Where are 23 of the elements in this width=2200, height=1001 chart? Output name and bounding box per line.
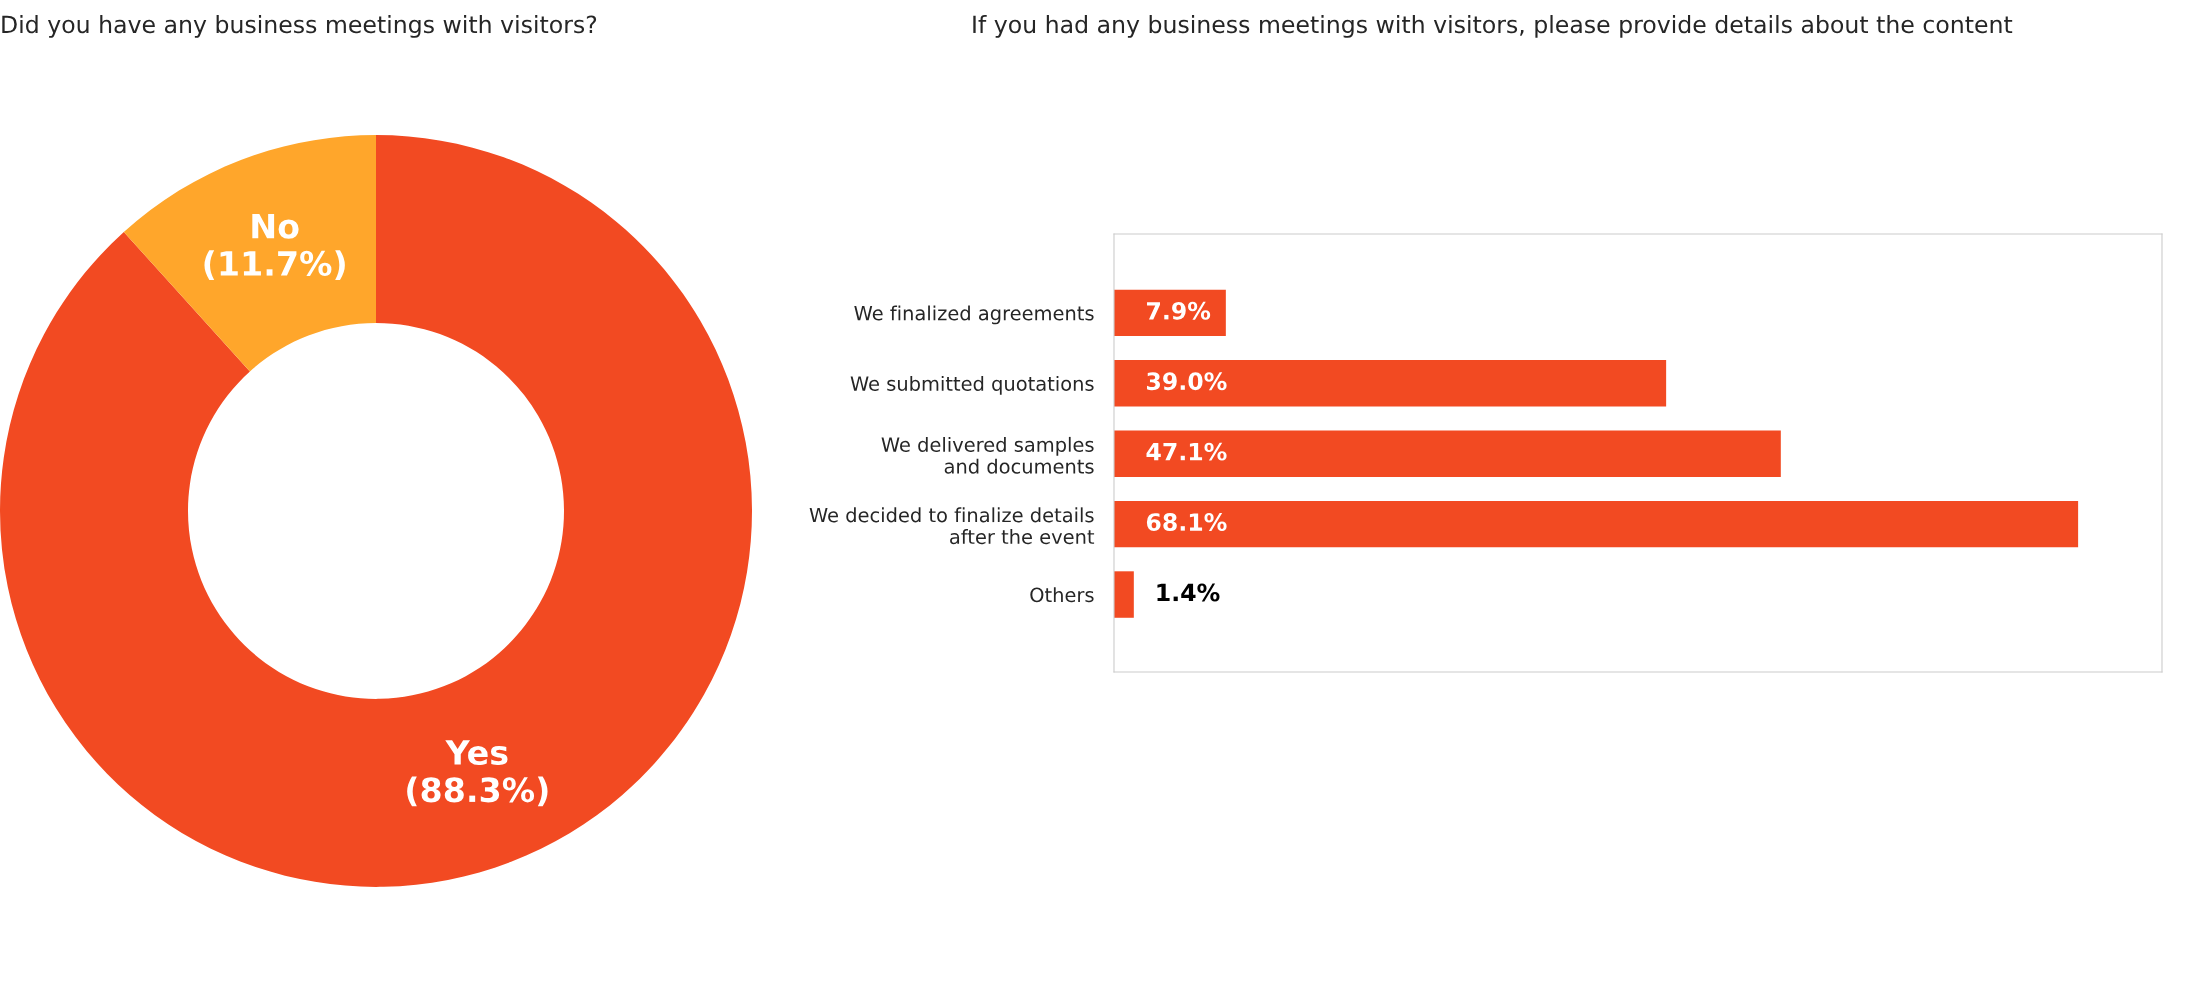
bar [1114, 430, 1781, 477]
donut-slice [123, 134, 376, 372]
y-tick-label: We finalized agreements [854, 305, 1094, 325]
data-label: 68.1% [1146, 513, 1227, 531]
chart-title: If you had any business meetings with visitors, please provide details about the content [973, 15, 2013, 38]
donut-slice [0, 134, 752, 887]
data-label: 47.1% [1146, 442, 1227, 461]
data-label: (88.3%) [407, 776, 548, 807]
slice-label: Yes [445, 740, 508, 766]
y-tick-label: We decided to finalize details after the event [809, 507, 1095, 545]
chart-title: Did you have any business meetings with visitors? [2, 15, 597, 38]
bar [1114, 289, 1226, 337]
data-label: 39.0% [1147, 372, 1227, 391]
y-tick-label: We submitted quotations [850, 375, 1094, 395]
y-tick-label: Others [1030, 587, 1094, 603]
bar [1114, 500, 2079, 548]
y-tick-label: We delivered samples and documents [881, 436, 1094, 474]
data-label: (11.7%) [204, 250, 345, 280]
bar [1114, 571, 1134, 618]
data-label: 7.9% [1147, 301, 1211, 320]
slice-label: No [252, 213, 299, 239]
data-label: 1.4% [1157, 583, 1220, 602]
bar [1114, 360, 1667, 407]
